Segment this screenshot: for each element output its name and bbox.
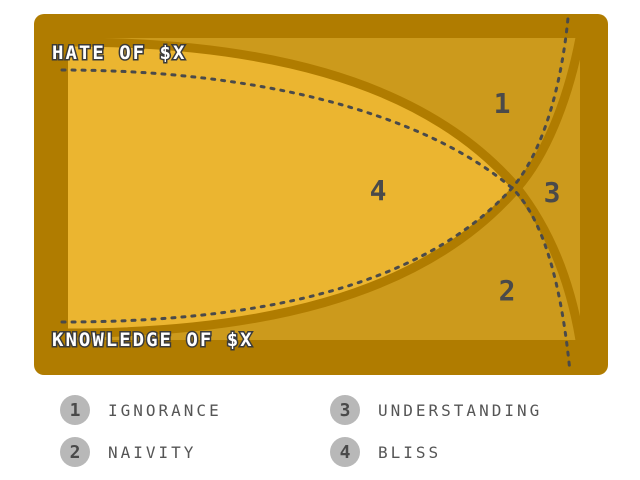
legend: 1 IGNORANCE 3 UNDERSTANDING 2 NAIVITY 4 … (60, 392, 620, 472)
x-axis-label: KNOWLEDGE OF $X (52, 329, 254, 351)
legend-item-naivity: 2 NAIVITY (60, 437, 196, 467)
legend-label: IGNORANCE (108, 400, 222, 420)
region-label-understanding: 3 (544, 176, 561, 209)
legend-number-badge: 2 (60, 437, 90, 467)
dotted-curve-bottom (60, 16, 570, 324)
legend-number-badge: 4 (330, 437, 360, 467)
region-bliss-area (68, 42, 517, 333)
legend-item-understanding: 3 UNDERSTANDING (330, 395, 542, 425)
legend-item-ignorance: 1 IGNORANCE (60, 395, 222, 425)
legend-label: UNDERSTANDING (378, 400, 543, 420)
region-label-bliss: 4 (370, 174, 387, 207)
dotted-curve-top (60, 68, 572, 374)
knowledge-hate-diagram: 1 2 3 4 HATE OF $X KNOWLEDGE OF $X (34, 14, 608, 375)
legend-number-badge: 1 (60, 395, 90, 425)
legend-label: NAIVITY (108, 442, 197, 462)
curve-descending (63, 37, 585, 345)
region-label-ignorance: 1 (494, 87, 511, 120)
legend-number-badge: 3 (330, 395, 360, 425)
region-label-naivity: 2 (499, 274, 516, 307)
curve-ascending (63, 33, 585, 338)
legend-item-bliss: 4 BLISS (330, 437, 441, 467)
y-axis-label: HATE OF $X (52, 42, 186, 64)
legend-label: BLISS (378, 442, 442, 462)
